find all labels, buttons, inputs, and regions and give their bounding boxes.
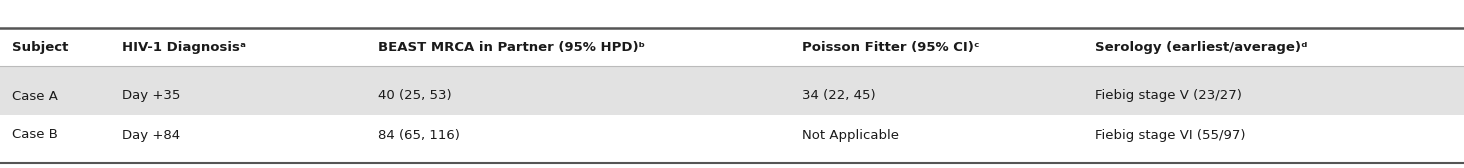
Text: 34 (22, 45): 34 (22, 45) [802, 90, 875, 102]
Bar [0, 66, 1464, 115]
Text: Poisson Fitter (95% CI)ᶜ: Poisson Fitter (95% CI)ᶜ [802, 40, 979, 53]
Text: Fiebig stage VI (55/97): Fiebig stage VI (55/97) [1095, 129, 1246, 141]
Text: HIV-1 Diagnosisᵃ: HIV-1 Diagnosisᵃ [122, 40, 246, 53]
Text: 84 (65, 116): 84 (65, 116) [378, 129, 460, 141]
Text: Case A: Case A [12, 90, 57, 102]
Text: Day +35: Day +35 [122, 90, 180, 102]
Text: Fiebig stage V (23/27): Fiebig stage V (23/27) [1095, 90, 1241, 102]
Text: 40 (25, 53): 40 (25, 53) [378, 90, 451, 102]
Text: Subject: Subject [12, 40, 69, 53]
Text: Serology (earliest/average)ᵈ: Serology (earliest/average)ᵈ [1095, 40, 1307, 53]
Text: Day +84: Day +84 [122, 129, 180, 141]
Text: BEAST MRCA in Partner (95% HPD)ᵇ: BEAST MRCA in Partner (95% HPD)ᵇ [378, 40, 644, 53]
Text: Not Applicable: Not Applicable [802, 129, 899, 141]
Text: Case B: Case B [12, 129, 57, 141]
